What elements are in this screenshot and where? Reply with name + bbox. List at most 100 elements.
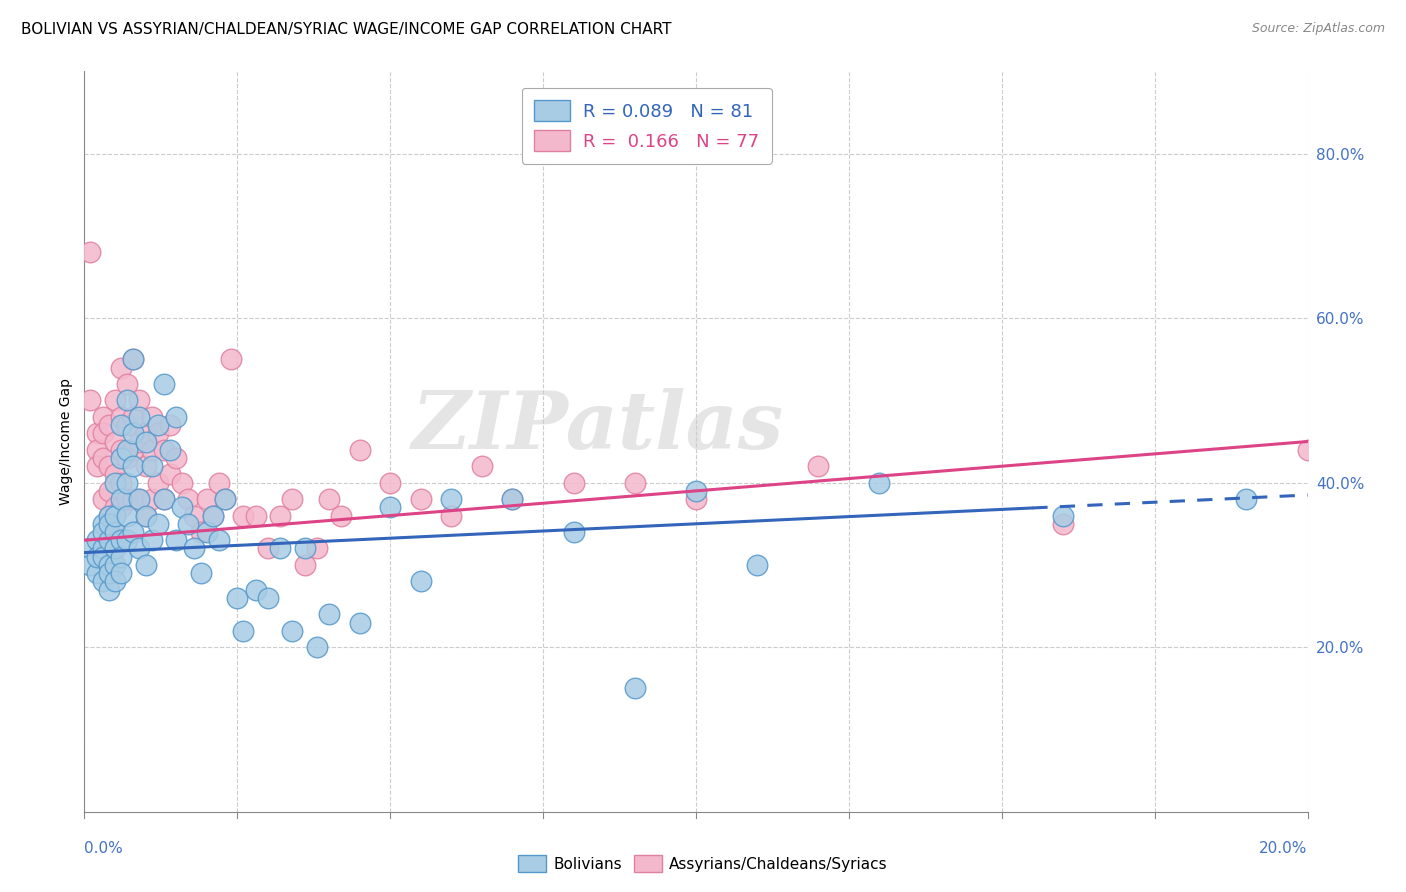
- Point: [440, 508, 463, 523]
- Point: [135, 508, 157, 523]
- Point: [91, 541, 114, 556]
- Point: [208, 533, 231, 548]
- Point: [135, 426, 157, 441]
- Point: [330, 508, 353, 523]
- Point: [183, 541, 205, 556]
- Point: [380, 500, 402, 515]
- Point: [685, 483, 707, 498]
- Point: [110, 475, 132, 490]
- Point: [1052, 516, 1074, 531]
- Point: [165, 450, 187, 465]
- Point: [190, 566, 212, 581]
- Point: [146, 418, 169, 433]
- Point: [172, 500, 194, 515]
- Point: [257, 591, 280, 605]
- Point: [91, 549, 114, 564]
- Point: [128, 434, 150, 449]
- Point: [104, 467, 127, 482]
- Point: [104, 574, 127, 589]
- Point: [79, 541, 101, 556]
- Point: [97, 418, 120, 433]
- Point: [141, 492, 163, 507]
- Point: [153, 442, 176, 457]
- Point: [79, 393, 101, 408]
- Point: [115, 508, 138, 523]
- Point: [104, 508, 127, 523]
- Point: [440, 492, 463, 507]
- Point: [110, 418, 132, 433]
- Point: [214, 492, 236, 507]
- Point: [318, 607, 340, 622]
- Point: [146, 516, 169, 531]
- Legend: R = 0.089   N = 81, R =  0.166   N = 77: R = 0.089 N = 81, R = 0.166 N = 77: [522, 87, 772, 164]
- Point: [91, 492, 114, 507]
- Point: [86, 459, 108, 474]
- Point: [159, 467, 181, 482]
- Point: [685, 492, 707, 507]
- Point: [122, 442, 145, 457]
- Point: [201, 508, 224, 523]
- Point: [141, 459, 163, 474]
- Point: [97, 508, 120, 523]
- Point: [110, 549, 132, 564]
- Point: [281, 492, 304, 507]
- Point: [1236, 492, 1258, 507]
- Point: [183, 508, 205, 523]
- Point: [165, 533, 187, 548]
- Point: [91, 409, 114, 424]
- Point: [104, 524, 127, 539]
- Point: [141, 442, 163, 457]
- Point: [104, 434, 127, 449]
- Point: [91, 426, 114, 441]
- Point: [115, 418, 138, 433]
- Point: [86, 426, 108, 441]
- Point: [190, 524, 212, 539]
- Point: [128, 492, 150, 507]
- Point: [97, 508, 120, 523]
- Point: [141, 533, 163, 548]
- Point: [624, 681, 647, 696]
- Point: [502, 492, 524, 507]
- Point: [226, 591, 249, 605]
- Point: [86, 549, 108, 564]
- Point: [153, 492, 176, 507]
- Point: [122, 409, 145, 424]
- Point: [135, 459, 157, 474]
- Point: [232, 624, 254, 638]
- Point: [380, 475, 402, 490]
- Point: [195, 492, 218, 507]
- Point: [104, 524, 127, 539]
- Point: [318, 492, 340, 507]
- Point: [104, 500, 127, 515]
- Point: [165, 409, 187, 424]
- Point: [110, 450, 132, 465]
- Point: [305, 640, 328, 655]
- Point: [110, 492, 132, 507]
- Point: [349, 442, 371, 457]
- Point: [97, 582, 120, 597]
- Point: [122, 352, 145, 367]
- Point: [409, 574, 432, 589]
- Point: [91, 574, 114, 589]
- Text: Source: ZipAtlas.com: Source: ZipAtlas.com: [1251, 22, 1385, 36]
- Legend: Bolivians, Assyrians/Chaldeans/Syriacs: Bolivians, Assyrians/Chaldeans/Syriacs: [510, 847, 896, 880]
- Point: [141, 409, 163, 424]
- Point: [245, 582, 267, 597]
- Point: [97, 558, 120, 572]
- Point: [562, 524, 585, 539]
- Point: [115, 442, 138, 457]
- Point: [122, 352, 145, 367]
- Point: [409, 492, 432, 507]
- Point: [471, 459, 494, 474]
- Point: [232, 508, 254, 523]
- Point: [146, 475, 169, 490]
- Point: [79, 558, 101, 572]
- Point: [91, 524, 114, 539]
- Point: [146, 426, 169, 441]
- Text: 20.0%: 20.0%: [1260, 841, 1308, 856]
- Point: [294, 558, 316, 572]
- Point: [97, 459, 120, 474]
- Point: [135, 508, 157, 523]
- Point: [214, 492, 236, 507]
- Point: [1052, 508, 1074, 523]
